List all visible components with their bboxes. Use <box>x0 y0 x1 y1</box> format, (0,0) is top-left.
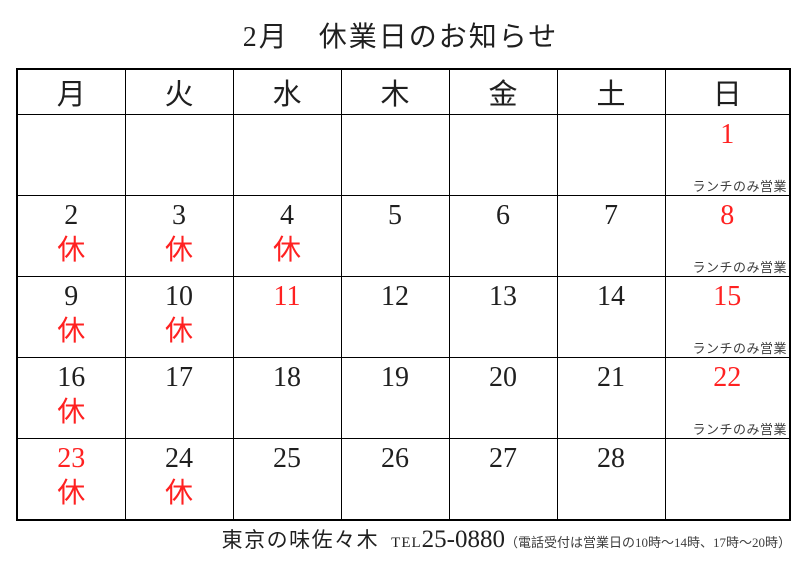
calendar-table: 月火水木金土日 1 ランチのみ営業 2 休 3 休 4 休 5 6 7 8 ランチのみ営業 9 休 10 休 11… <box>16 68 791 521</box>
day-number: 14 <box>597 281 625 312</box>
day-number: 23 <box>57 443 86 474</box>
calendar-cell: 11 <box>232 276 342 358</box>
day-number: 13 <box>489 281 517 312</box>
calendar-cell: 22 ランチのみ営業 <box>664 357 791 439</box>
lunch-only-note: ランチのみ営業 <box>692 179 787 194</box>
footer: 東京の味佐々木 TEL25-0880（電話受付は営業日の10時～14時、17時～2… <box>16 524 791 554</box>
day-number: 24 <box>165 443 193 474</box>
calendar-week-row: 16 休 17 18 19 20 21 22 ランチのみ営業 <box>16 357 791 439</box>
weekday-header: 日 <box>664 68 791 115</box>
calendar-cell: 7 <box>556 195 666 277</box>
calendar-cell: 12 <box>340 276 450 358</box>
lunch-only-note: ランチのみ営業 <box>692 341 787 356</box>
closed-mark: 休 <box>164 478 193 509</box>
calendar-cell: 27 <box>448 438 558 521</box>
day-number: 28 <box>597 443 625 474</box>
closed-mark: 休 <box>272 235 301 266</box>
day-number: 15 <box>713 281 742 312</box>
calendar-cell: 23 休 <box>16 438 126 521</box>
day-number: 25 <box>273 443 301 474</box>
calendar-cell <box>232 114 342 196</box>
closure-notice-page: 2月 休業日のお知らせ 月火水木金土日 1 ランチのみ営業 2 休 3 休 4 休 5 6 7 8 ラン… <box>0 15 801 554</box>
day-number: 5 <box>388 200 402 231</box>
day-number: 17 <box>165 362 193 393</box>
day-number: 6 <box>496 200 510 231</box>
closed-mark: 休 <box>164 235 193 266</box>
weekday-header-row: 月火水木金土日 <box>16 68 791 115</box>
calendar-cell: 8 ランチのみ営業 <box>664 195 791 277</box>
tel-number: 25-0880 <box>421 526 505 553</box>
day-number: 26 <box>381 443 409 474</box>
closed-mark: 休 <box>57 235 86 266</box>
day-number: 22 <box>713 362 742 393</box>
weekday-header: 木 <box>340 68 450 115</box>
calendar-cell <box>16 114 126 196</box>
day-number: 11 <box>273 281 301 312</box>
day-number: 16 <box>57 362 86 393</box>
day-number: 21 <box>597 362 625 393</box>
calendar-week-row: 1 ランチのみ営業 <box>16 114 791 196</box>
calendar-week-row: 9 休 10 休 11 12 13 14 15 ランチのみ営業 <box>16 276 791 358</box>
day-number: 27 <box>489 443 517 474</box>
calendar-cell: 1 ランチのみ営業 <box>664 114 791 196</box>
tel-reception-note: （電話受付は営業日の10時～14時、17時～20時） <box>504 535 791 550</box>
calendar-cell: 10 休 <box>124 276 234 358</box>
day-number: 18 <box>273 362 301 393</box>
page-title: 2月 休業日のお知らせ <box>242 22 559 53</box>
calendar-week-row: 2 休 3 休 4 休 5 6 7 8 ランチのみ営業 <box>16 195 791 277</box>
calendar-cell: 24 休 <box>124 438 234 521</box>
day-number: 3 <box>172 200 186 231</box>
calendar-body: 1 ランチのみ営業 2 休 3 休 4 休 5 6 7 8 ランチのみ営業 9 休 10 休 11 12 13 14 15… <box>16 114 791 521</box>
calendar-cell: 17 <box>124 357 234 439</box>
day-number: 7 <box>604 200 618 231</box>
weekday-header: 土 <box>556 68 666 115</box>
weekday-header: 月 <box>16 68 126 115</box>
calendar-cell: 6 <box>448 195 558 277</box>
shop-name: 東京の味佐々木 <box>221 528 380 552</box>
day-number: 20 <box>489 362 517 393</box>
calendar-cell: 15 ランチのみ営業 <box>664 276 791 358</box>
calendar-cell: 20 <box>448 357 558 439</box>
calendar-cell <box>664 438 791 521</box>
closed-mark: 休 <box>164 316 193 347</box>
calendar-week-row: 23 休 24 休 25 26 27 28 <box>16 438 791 521</box>
calendar-cell: 25 <box>232 438 342 521</box>
weekday-header: 水 <box>232 68 342 115</box>
day-number: 10 <box>165 281 193 312</box>
weekday-header: 金 <box>448 68 558 115</box>
calendar-cell: 16 休 <box>16 357 126 439</box>
calendar-cell <box>448 114 558 196</box>
day-number: 9 <box>64 281 79 312</box>
closed-mark: 休 <box>57 316 86 347</box>
day-number: 1 <box>720 119 735 150</box>
closed-mark: 休 <box>57 478 86 509</box>
lunch-only-note: ランチのみ営業 <box>692 422 787 437</box>
calendar-cell <box>556 114 666 196</box>
lunch-only-note: ランチのみ営業 <box>692 260 787 275</box>
calendar-cell: 26 <box>340 438 450 521</box>
day-number: 4 <box>280 200 294 231</box>
day-number: 8 <box>720 200 735 231</box>
calendar-cell <box>124 114 234 196</box>
day-number: 19 <box>381 362 409 393</box>
day-number: 12 <box>381 281 409 312</box>
closed-mark: 休 <box>57 397 86 428</box>
calendar-cell: 21 <box>556 357 666 439</box>
calendar-cell: 14 <box>556 276 666 358</box>
weekday-header: 火 <box>124 68 234 115</box>
calendar-cell <box>340 114 450 196</box>
calendar-cell: 13 <box>448 276 558 358</box>
calendar-cell: 18 <box>232 357 342 439</box>
calendar-cell: 19 <box>340 357 450 439</box>
calendar-cell: 28 <box>556 438 666 521</box>
calendar-cell: 5 <box>340 195 450 277</box>
tel-label: TEL <box>391 535 422 551</box>
day-number: 2 <box>64 200 79 231</box>
